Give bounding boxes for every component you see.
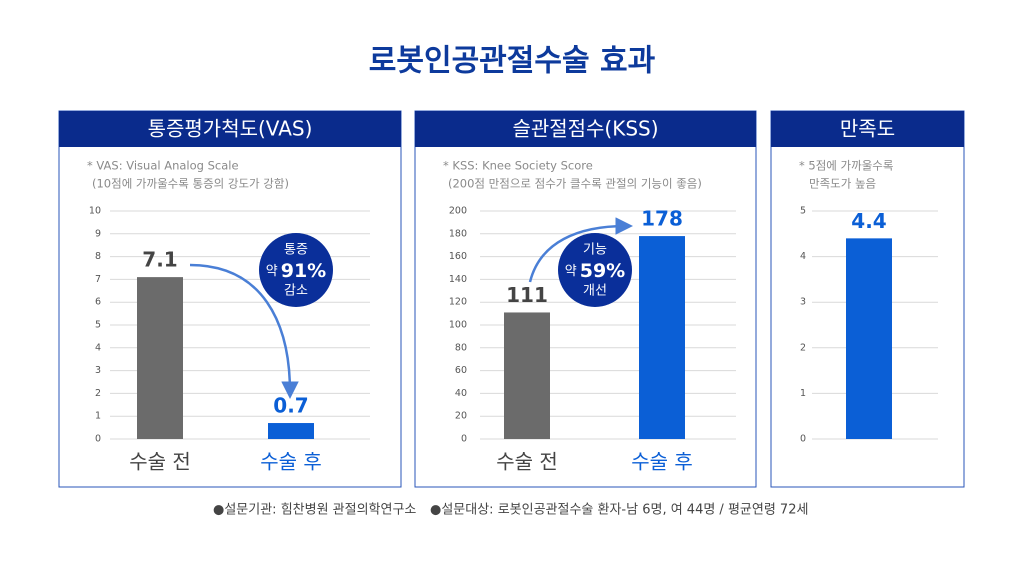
y-tick-label: 6 (95, 297, 101, 308)
x-tick-label: 수술 전 (496, 450, 558, 474)
bar (639, 236, 685, 439)
y-tick-label: 120 (449, 297, 467, 308)
y-tick-label: 180 (449, 228, 467, 239)
x-tick-label: 수술 후 (631, 450, 693, 474)
footer-note: ●설문대상: 로봇인공관절수술 환자-남 6명, 여 44명 / 평균연령 72… (430, 503, 808, 518)
bar (268, 423, 314, 439)
badge-text: 통증 (284, 243, 308, 258)
x-tick-label: 수술 전 (129, 450, 191, 474)
y-tick-label: 100 (449, 320, 467, 331)
arrow (528, 217, 633, 283)
panel-header (771, 111, 964, 147)
badge-text: 59% (580, 260, 625, 282)
bar (137, 277, 183, 439)
y-tick-label: 1 (800, 388, 806, 399)
y-tick-label: 60 (455, 365, 467, 376)
y-tick-label: 2 (95, 388, 101, 399)
y-tick-label: 40 (455, 388, 467, 399)
y-tick-label: 3 (95, 365, 101, 376)
badge-text: 약 (565, 264, 577, 279)
note: * VAS: Visual Analog Scale (87, 159, 239, 173)
y-tick-label: 3 (800, 297, 806, 308)
note: 만족도가 높음 (809, 177, 876, 191)
y-tick-label: 5 (800, 206, 806, 217)
badge (259, 233, 333, 307)
value-label: 7.1 (142, 248, 177, 272)
panel-header (59, 111, 401, 147)
value-label: 4.4 (851, 209, 886, 233)
badge-text: 약 59% (565, 260, 625, 282)
y-tick-label: 80 (455, 342, 467, 353)
badge-text: 약 (266, 264, 278, 279)
panel-title: 만족도 (840, 117, 895, 141)
y-tick-label: 4 (95, 342, 101, 353)
y-tick-label: 160 (449, 251, 467, 262)
footer-note: ●설문기관: 힘찬병원 관절의학연구소 (213, 503, 416, 518)
value-label: 178 (641, 207, 683, 231)
y-tick-label: 7 (95, 274, 101, 285)
y-tick-label: 0 (95, 434, 101, 445)
y-tick-label: 9 (95, 228, 101, 239)
bar (846, 238, 892, 439)
panel (58, 110, 402, 488)
badge (558, 233, 632, 307)
panel-title: 통증평가척도(VAS) (148, 117, 313, 141)
x-tick-label: 수술 후 (260, 450, 322, 474)
note: * KSS: Knee Society Score (443, 159, 593, 173)
badge-text: 기능 (583, 243, 607, 258)
y-tick-label: 0 (800, 434, 806, 445)
value-label: 111 (506, 283, 548, 307)
y-tick-label: 1 (95, 411, 101, 422)
value-label: 0.7 (273, 394, 308, 418)
y-tick-label: 140 (449, 274, 467, 285)
bar (504, 312, 550, 439)
arrow (189, 263, 299, 399)
note: (10점에 가까울수록 통증의 강도가 강함) (92, 177, 289, 191)
badge-text: 약 91% (266, 260, 326, 282)
page-title: 로봇인공관절수술 효과 (369, 44, 656, 79)
badge-text: 감소 (284, 284, 308, 299)
y-tick-label: 200 (449, 206, 467, 217)
note: * 5점에 가까울수록 (799, 159, 893, 173)
note: (200점 만점으로 점수가 클수록 관절의 기능이 좋음) (448, 177, 702, 191)
y-tick-label: 2 (800, 342, 806, 353)
y-tick-label: 4 (800, 251, 806, 262)
panel-title: 슬관절점수(KSS) (512, 117, 658, 141)
y-tick-label: 10 (89, 206, 101, 217)
badge-text: 개선 (583, 284, 607, 299)
panel-header (415, 111, 756, 147)
y-tick-label: 5 (95, 320, 101, 331)
y-tick-label: 20 (455, 411, 467, 422)
badge-text: 91% (281, 260, 326, 282)
y-tick-label: 8 (95, 251, 101, 262)
y-tick-label: 0 (461, 434, 467, 445)
